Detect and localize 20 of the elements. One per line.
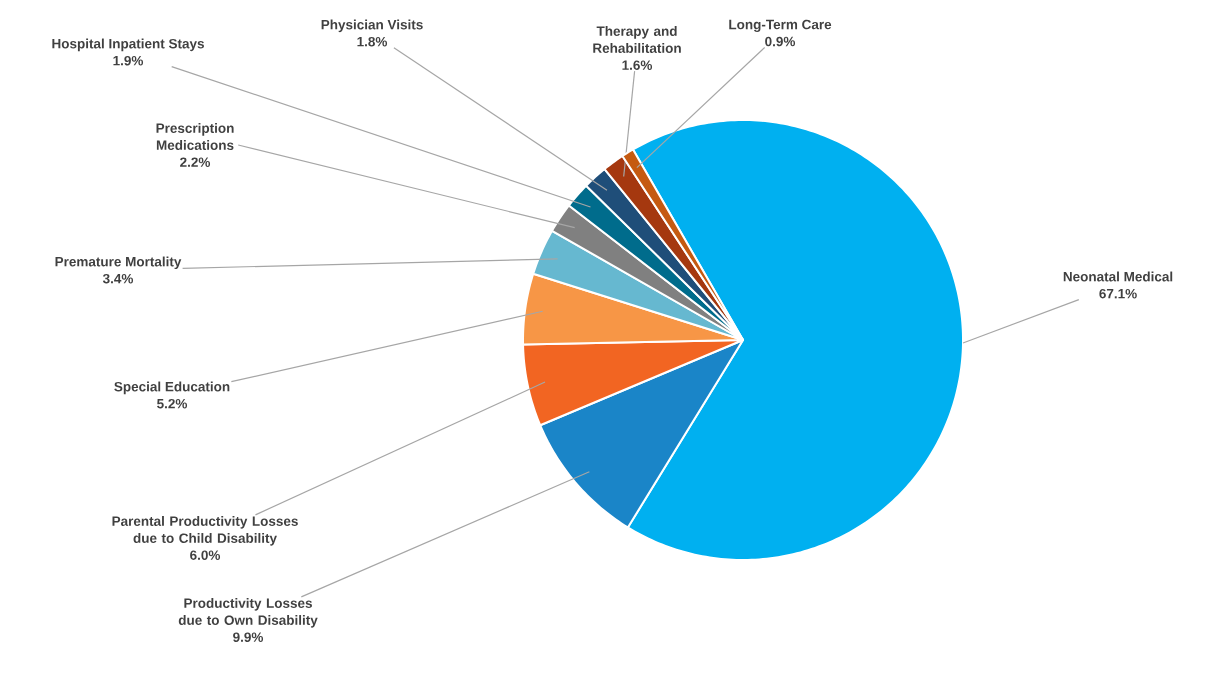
data-label: 3.4% (102, 273, 134, 284)
slice-label: Long-Term Care (729, 19, 832, 32)
data-label: 5.2% (157, 398, 188, 409)
slice-label: Hospital Inpatient Stays (52, 38, 204, 52)
slice-label: Neonatal Medical (1063, 271, 1173, 282)
slice-label: Premature Mortality (55, 256, 182, 270)
slice-label: Parental Productivity Losses due to Child Disability (112, 516, 298, 546)
data-label: 2.2% (180, 157, 211, 167)
data-label: 1.9% (113, 55, 144, 66)
slice-label: Productivity Losses due to Own Disability (178, 598, 318, 628)
slice-label: Special Education (114, 381, 230, 395)
data-label: 9.9% (233, 632, 264, 642)
data-label: 1.8% (357, 36, 388, 47)
data-label: 6.0% (190, 550, 221, 560)
slice-label: Prescription Medications (156, 123, 234, 150)
data-label: 1.6% (622, 60, 653, 70)
data-label: 67.1% (1099, 288, 1137, 299)
slice-label: Physician Visits (321, 19, 423, 33)
data-label: 0.9% (765, 36, 796, 47)
slice-label: Therapy and Rehabilitation (593, 26, 681, 53)
